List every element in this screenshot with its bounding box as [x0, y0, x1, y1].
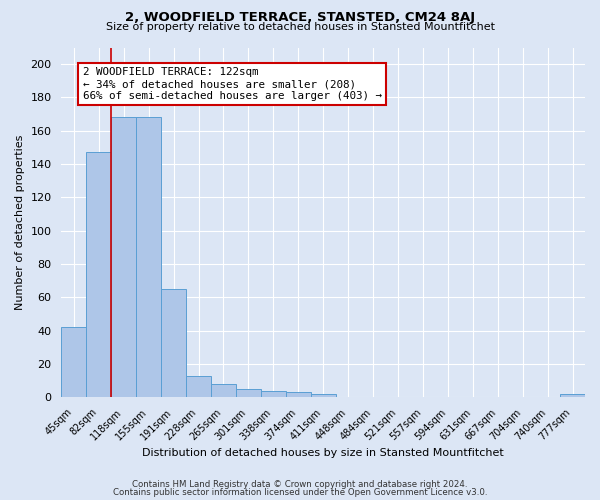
Text: 2, WOODFIELD TERRACE, STANSTED, CM24 8AJ: 2, WOODFIELD TERRACE, STANSTED, CM24 8AJ [125, 11, 475, 24]
Y-axis label: Number of detached properties: Number of detached properties [15, 134, 25, 310]
X-axis label: Distribution of detached houses by size in Stansted Mountfitchet: Distribution of detached houses by size … [142, 448, 504, 458]
Bar [236, 389, 261, 397]
Bar [136, 118, 161, 397]
Bar [61, 328, 86, 397]
Bar [186, 376, 211, 397]
Bar [161, 289, 186, 397]
Text: Contains HM Land Registry data © Crown copyright and database right 2024.: Contains HM Land Registry data © Crown c… [132, 480, 468, 489]
Bar [286, 392, 311, 397]
Bar [261, 390, 286, 397]
Bar [111, 118, 136, 397]
Bar [211, 384, 236, 397]
Bar [311, 394, 335, 397]
Text: Size of property relative to detached houses in Stansted Mountfitchet: Size of property relative to detached ho… [106, 22, 494, 32]
Bar [86, 152, 111, 397]
Text: Contains public sector information licensed under the Open Government Licence v3: Contains public sector information licen… [113, 488, 487, 497]
Text: 2 WOODFIELD TERRACE: 122sqm
← 34% of detached houses are smaller (208)
66% of se: 2 WOODFIELD TERRACE: 122sqm ← 34% of det… [83, 68, 382, 100]
Bar [560, 394, 585, 397]
